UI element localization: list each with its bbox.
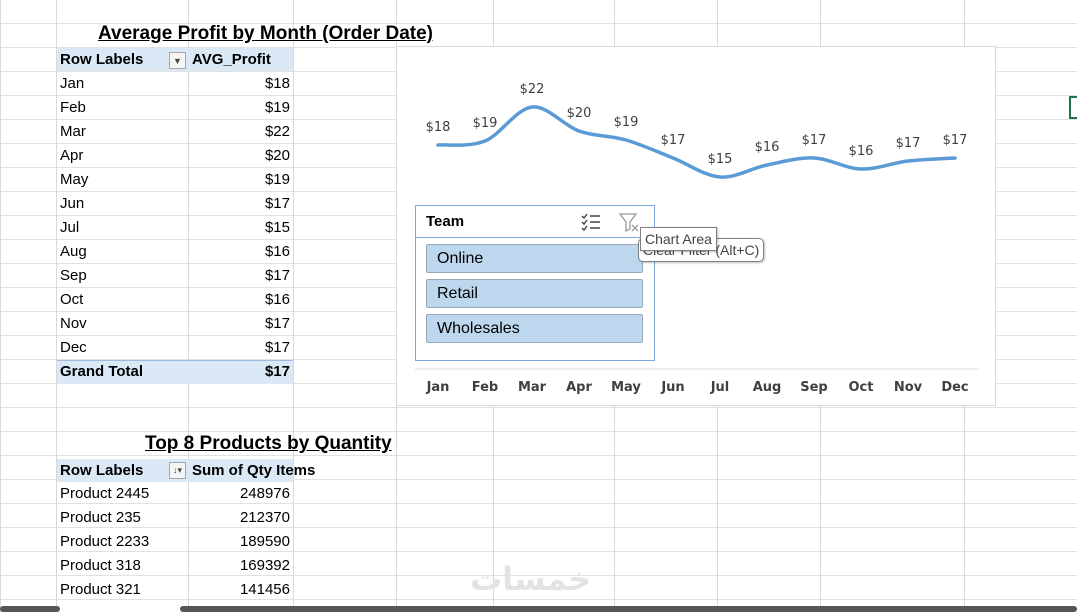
grid-col-line bbox=[56, 0, 57, 612]
pivot1-row-value[interactable]: $17 bbox=[264, 195, 290, 212]
pivot2-row-labels-header[interactable]: Row Labels bbox=[60, 462, 144, 479]
data-label[interactable]: $17 bbox=[896, 136, 921, 151]
data-label[interactable]: $20 bbox=[567, 106, 592, 121]
pivot2-row-label[interactable]: Product 318 bbox=[60, 557, 141, 574]
team-slicer[interactable]: Team Online Retail Wholesales bbox=[415, 205, 655, 361]
pivot2-row-value[interactable]: 141456 bbox=[239, 581, 290, 598]
grid-col-line bbox=[188, 0, 189, 612]
sort-filter-icon: ↓▾ bbox=[172, 465, 183, 475]
chart-area-tooltip: Chart Area bbox=[640, 227, 717, 251]
pivot1-title: Average Profit by Month (Order Date) bbox=[98, 23, 434, 44]
pivot2-row-label[interactable]: Product 2233 bbox=[60, 533, 150, 550]
pivot2-row-label[interactable]: Product 235 bbox=[60, 509, 141, 526]
pivot1-value-header[interactable]: AVG_Profit bbox=[192, 51, 271, 68]
pivot1-total-row bbox=[57, 360, 293, 384]
clear-filter-icon[interactable] bbox=[618, 211, 640, 233]
chevron-down-icon: ▼ bbox=[173, 55, 182, 66]
x-tick-label: Feb bbox=[472, 380, 498, 395]
data-label[interactable]: $17 bbox=[943, 133, 968, 148]
x-tick-label: Jul bbox=[710, 380, 730, 395]
data-label[interactable]: $19 bbox=[614, 115, 639, 130]
slicer-item-online[interactable]: Online bbox=[426, 244, 643, 273]
pivot1-row-value[interactable]: $15 bbox=[264, 219, 290, 236]
pivot1-row-label[interactable]: Oct bbox=[60, 291, 84, 308]
x-tick-label: Aug bbox=[753, 380, 782, 395]
pivot1-filter-dropdown[interactable]: ▼ bbox=[169, 52, 186, 69]
pivot1-row-value[interactable]: $19 bbox=[264, 99, 290, 116]
x-tick-label: Mar bbox=[518, 380, 547, 395]
pivot2-row-label[interactable]: Product 321 bbox=[60, 581, 141, 598]
data-label[interactable]: $19 bbox=[473, 116, 498, 131]
grid-col-line bbox=[293, 0, 294, 612]
pivot2-title: Top 8 Products by Quantity bbox=[145, 433, 392, 454]
pivot1-row-label[interactable]: Sep bbox=[60, 267, 87, 284]
pivot1-total-label[interactable]: Grand Total bbox=[60, 363, 144, 380]
pivot2-sort-filter-button[interactable]: ↓▾ bbox=[169, 462, 186, 479]
data-label[interactable]: $15 bbox=[708, 152, 733, 167]
watermark-logo: خمسات bbox=[470, 561, 592, 597]
active-cell-selection[interactable] bbox=[1069, 96, 1077, 119]
chart-svg: $18 $19 $22 $20 $19 $17 $15 $16 $17 $16 $17 $17 Jan F… bbox=[415, 82, 979, 395]
pivot1-row-value[interactable]: $22 bbox=[264, 123, 290, 140]
x-tick-label: Sep bbox=[800, 380, 828, 395]
slicer-title: Team bbox=[426, 213, 465, 230]
data-label[interactable]: $18 bbox=[426, 120, 451, 135]
pivot1-row-label[interactable]: May bbox=[60, 171, 89, 188]
pivot2-row-value[interactable]: 189590 bbox=[239, 533, 290, 550]
pivot1-row-value[interactable]: $20 bbox=[264, 147, 290, 164]
x-tick-label: Jan bbox=[426, 380, 450, 395]
horizontal-scrollbar-thumb[interactable] bbox=[180, 606, 1077, 612]
slicer-divider bbox=[416, 237, 654, 238]
horizontal-scrollbar-left[interactable] bbox=[0, 606, 60, 612]
pivot1-row-label[interactable]: Dec bbox=[60, 339, 87, 356]
pivot1-row-value[interactable]: $16 bbox=[264, 291, 290, 308]
pivot1-row-value[interactable]: $17 bbox=[264, 315, 290, 332]
pivot1-row-label[interactable]: Jun bbox=[60, 195, 85, 212]
x-tick-label: May bbox=[611, 380, 641, 395]
data-label[interactable]: $22 bbox=[520, 82, 545, 97]
pivot2-row-value[interactable]: 169392 bbox=[239, 557, 290, 574]
x-tick-label: Dec bbox=[941, 380, 968, 395]
pivot1-row-value[interactable]: $19 bbox=[264, 171, 290, 188]
pivot1-row-label[interactable]: Jul bbox=[60, 219, 80, 236]
pivot1-row-value[interactable]: $18 bbox=[264, 75, 290, 92]
x-tick-label: Nov bbox=[894, 380, 923, 395]
pivot1-row-label[interactable]: Apr bbox=[60, 147, 84, 164]
pivot1-row-label[interactable]: Aug bbox=[60, 243, 87, 260]
pivot2-row-value[interactable]: 212370 bbox=[239, 509, 290, 526]
multi-select-icon[interactable] bbox=[580, 211, 602, 233]
series-line[interactable] bbox=[436, 105, 957, 179]
x-tick-label: Oct bbox=[849, 380, 874, 395]
pivot2-value-header[interactable]: Sum of Qty Items bbox=[192, 462, 316, 479]
pivot2-row-label[interactable]: Product 2445 bbox=[60, 485, 150, 502]
data-label[interactable]: $17 bbox=[661, 133, 686, 148]
slicer-item-retail[interactable]: Retail bbox=[426, 279, 643, 308]
pivot1-total-value[interactable]: $17 bbox=[264, 363, 290, 380]
pivot1-row-label[interactable]: Nov bbox=[60, 315, 87, 332]
pivot1-row-label[interactable]: Feb bbox=[60, 99, 86, 116]
pivot1-row-value[interactable]: $17 bbox=[264, 267, 290, 284]
data-label[interactable]: $16 bbox=[849, 144, 874, 159]
x-tick-label: Apr bbox=[566, 380, 592, 395]
pivot1-row-label[interactable]: Jan bbox=[60, 75, 85, 92]
data-label[interactable]: $16 bbox=[755, 140, 780, 155]
pivot2-row-value[interactable]: 248976 bbox=[239, 485, 290, 502]
data-label[interactable]: $17 bbox=[802, 133, 827, 148]
slicer-item-wholesales[interactable]: Wholesales bbox=[426, 314, 643, 343]
x-tick-label: Jun bbox=[660, 380, 684, 395]
pivot1-row-labels-header[interactable]: Row Labels bbox=[60, 51, 144, 68]
pivot1-row-value[interactable]: $16 bbox=[264, 243, 290, 260]
pivot1-row-label[interactable]: Mar bbox=[60, 123, 86, 140]
pivot1-row-value[interactable]: $17 bbox=[264, 339, 290, 356]
